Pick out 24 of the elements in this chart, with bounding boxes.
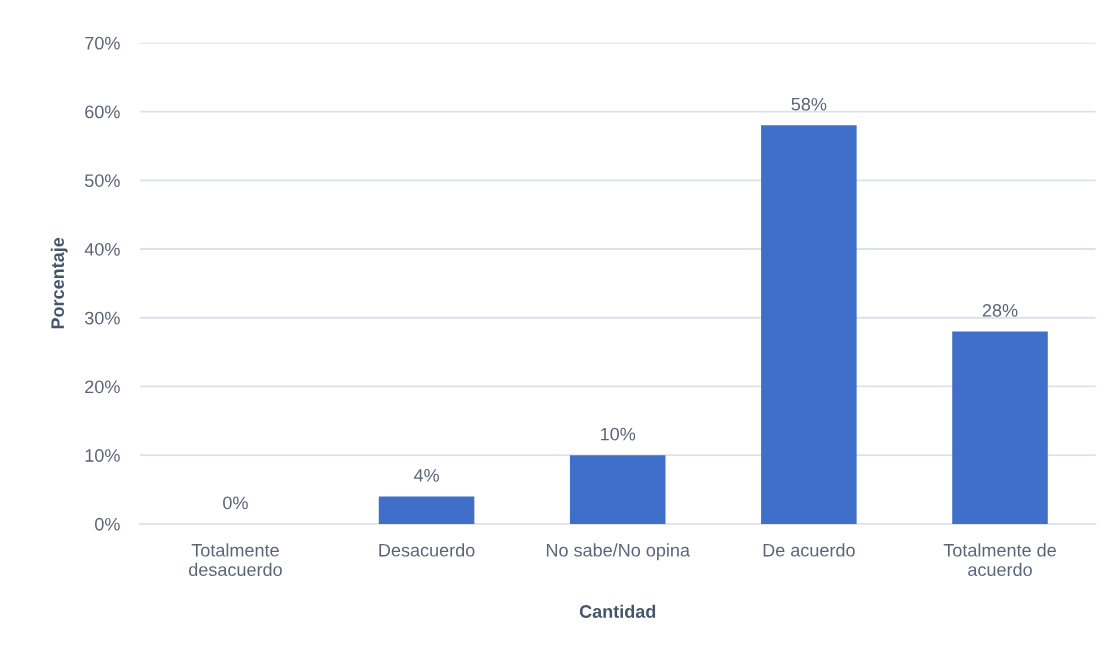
x-tick-label: De acuerdo <box>763 543 855 557</box>
y-tick-label: 50% <box>85 174 120 187</box>
y-tick-label: 40% <box>84 242 120 256</box>
x-tick-label: Totalmente desacuerdo <box>189 543 282 577</box>
x-tick-label: No sabe/No opina <box>546 543 690 561</box>
data-label: 4% <box>413 469 439 482</box>
y-tick-label: 60% <box>85 105 120 119</box>
x-tick-label: Desacuerdo <box>379 543 475 557</box>
x-tick-label: Totalmente de acuerdo <box>943 543 1056 577</box>
y-tick-label: 10% <box>85 449 120 462</box>
y-tick-label: 0% <box>95 517 120 531</box>
x-axis-title: Cantidad <box>579 604 656 618</box>
bar <box>569 455 666 524</box>
data-label: 58% <box>791 97 827 111</box>
bar <box>761 125 857 524</box>
y-axis-title: Porcentaje <box>50 237 68 329</box>
data-label: 0% <box>223 496 248 510</box>
y-tick-label: 30% <box>84 311 120 325</box>
data-label: 10% <box>601 427 636 441</box>
bar <box>952 331 1048 524</box>
y-tick-label: 70% <box>85 36 120 50</box>
y-tick-label: 20% <box>85 380 120 394</box>
data-label: 28% <box>982 304 1018 317</box>
bar <box>378 496 475 524</box>
